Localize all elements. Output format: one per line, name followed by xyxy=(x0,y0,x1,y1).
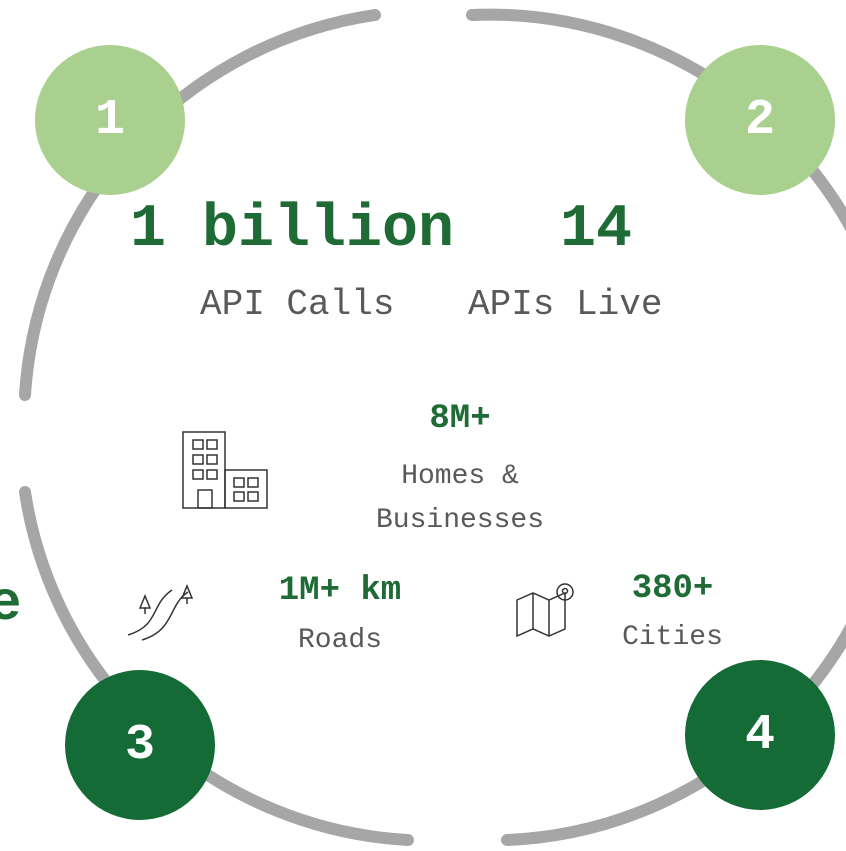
text-fragment: e xyxy=(0,572,22,636)
stat-value: 14 xyxy=(560,196,633,264)
map-icon xyxy=(516,583,574,638)
badge: 4 xyxy=(685,660,835,810)
badge: 2 xyxy=(685,45,835,195)
stat-value: 380+ xyxy=(631,570,714,608)
building-icon xyxy=(182,431,268,509)
badge: 1 xyxy=(35,45,185,195)
stat-value: 8M+ xyxy=(429,400,491,438)
stat-label: APIs Live xyxy=(468,284,663,325)
stat-value: 1M+ km xyxy=(278,572,402,610)
stat-label: Cities xyxy=(622,622,723,653)
stat-label: Homes & Businesses xyxy=(375,461,545,536)
stat-label: API Calls xyxy=(200,284,395,325)
stat-label: Roads xyxy=(297,625,382,656)
stat-value: 1 billion xyxy=(130,196,455,264)
badge: 3 xyxy=(65,670,215,820)
road-icon xyxy=(127,584,194,641)
